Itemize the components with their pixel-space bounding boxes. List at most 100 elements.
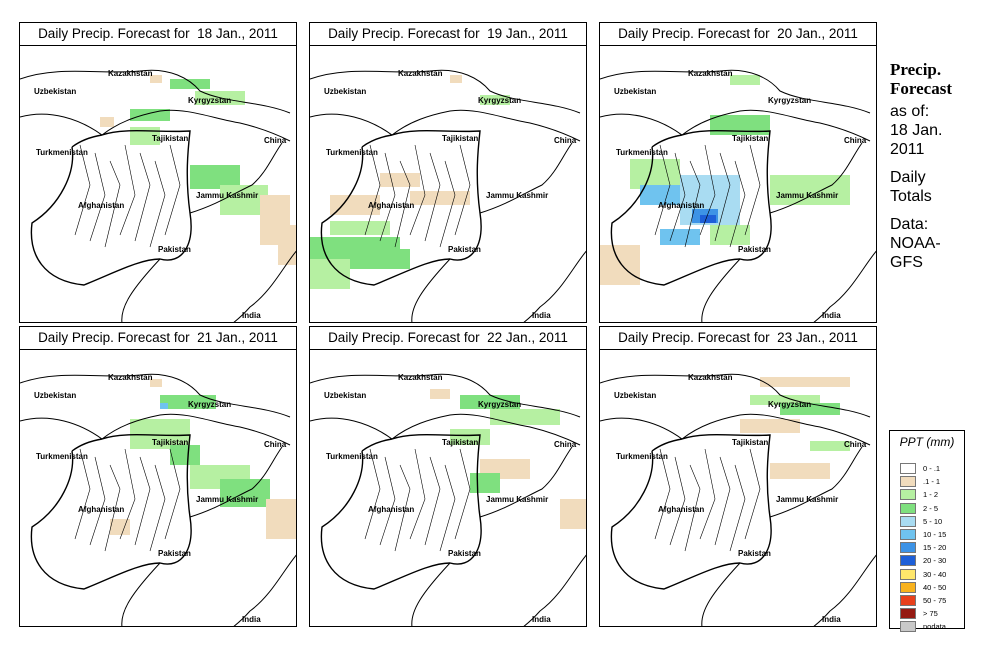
precip-area [560,499,586,529]
label-uzbekistan: Uzbekistan [614,391,656,400]
label-kazakhstan: Kazakhstan [398,69,443,78]
province-line [699,144,716,236]
precip-area [130,109,170,121]
legend-title: PPT (mm) [899,435,955,449]
border-line [769,446,863,518]
precip-map: Kazakhstan Uzbekistan Kyrgyzstan Tajikistan… [600,373,876,626]
precip-area [770,463,830,479]
legend-swatch [900,502,916,514]
label-kazakhstan: Kazakhstan [688,69,733,78]
label-afghanistan: Afghanistan [658,201,704,210]
legend-swatch [900,555,916,567]
precip-area [278,225,296,265]
province-line [744,448,761,540]
precip-map: Kazakhstan Uzbekistan Kyrgyzstan Tajikistan… [310,69,586,322]
precip-area [460,395,520,409]
label-jammu-kashmir: Jammu Kashmir [776,495,838,504]
info-daily-line1: Daily [890,169,926,186]
province-line [729,464,746,552]
info-title-line2: Forecast [890,79,952,98]
label-uzbekistan: Uzbekistan [614,87,656,96]
border-line [681,109,871,142]
info-title-line1: Precip. [890,60,942,79]
precip-area [410,191,470,205]
forecast-panel-20: Daily Precip. Forecast for 20 Jan., 2011… [599,22,877,323]
province-line [394,160,411,248]
precip-area [110,519,130,535]
info-asof: as of: [890,103,930,120]
precip-area [750,395,820,405]
province-line [439,464,456,552]
province-line [134,152,151,242]
border-line [320,434,482,590]
precip-area [130,419,190,449]
legend-swatch [900,515,916,527]
info-data-line3: GFS [890,254,923,271]
precip-map: Kazakhstan Uzbekistan Kyrgyzstan Tajikistan… [20,69,296,322]
precip-area [640,185,680,205]
province-line [454,448,471,540]
precip-area [490,409,560,425]
province-line [74,448,91,540]
province-line [409,144,426,236]
panel-title: Daily Precip. Forecast for 18 Jan., 2011 [20,23,296,46]
precip-area [150,75,162,83]
label-pakistan: Pakistan [448,549,481,558]
province-line [699,448,716,540]
province-line [104,464,121,552]
label-china: China [264,440,287,449]
border-line [20,113,103,136]
province-line [149,464,166,552]
legend-label: 2 - 5 [923,503,939,513]
label-uzbekistan: Uzbekistan [324,391,366,400]
precip-area [430,389,450,399]
label-kyrgyzstan: Kyrgyzstan [188,400,231,409]
precip-area [330,195,380,215]
precip-area [340,249,410,269]
legend-label: 30 - 40 [923,569,947,579]
precip-area [450,75,462,83]
label-tajikistan: Tajikistan [152,134,188,143]
label-tajikistan: Tajikistan [152,438,188,447]
border-line [769,142,863,214]
legend: PPT (mm) 0 - .1 .1 - 1 1 - 2 2 - 5 5 - 10 10 … [889,430,965,633]
label-india: India [532,311,551,320]
info-daily-line2: Totals [890,188,932,205]
border-line [391,109,581,142]
province-line [89,152,106,242]
border-line [610,130,772,286]
precip-area [630,159,680,189]
info-data-line2: NOAA- [890,235,941,252]
label-jammu-kashmir: Jammu Kashmir [486,495,548,504]
province-line [424,152,441,242]
border-line [320,130,482,286]
legend-swatch [900,489,916,501]
province-line [714,152,731,242]
label-tajikistan: Tajikistan [732,438,768,447]
border-line [189,446,283,518]
label-uzbekistan: Uzbekistan [34,87,76,96]
precip-area [710,225,750,245]
province-line [669,152,686,242]
legend-label: 20 - 30 [923,556,947,566]
legend-swatch [900,542,916,554]
border-line [701,554,876,626]
province-line [134,456,151,546]
precip-area [170,445,200,465]
forecast-info: Precip. Forecast as of: 18 Jan. 2011 Dai… [890,60,980,272]
precip-area [700,215,716,223]
precip-area [170,79,210,89]
forecast-panel-18: Daily Precip. Forecast for 18 Jan., 2011… [19,22,297,323]
province-line [744,144,761,236]
border-line [189,142,283,214]
province-line [164,448,181,540]
border-line [20,373,291,418]
label-turkmenistan: Turkmenistan [36,148,88,157]
border-line [600,417,683,440]
forecast-panel-19: Daily Precip. Forecast for 19 Jan., 2011… [309,22,587,323]
precip-area [760,377,850,387]
border-line [701,250,876,322]
province-line [729,160,746,248]
label-pakistan: Pakistan [158,549,191,558]
legend-swatch [900,529,916,540]
